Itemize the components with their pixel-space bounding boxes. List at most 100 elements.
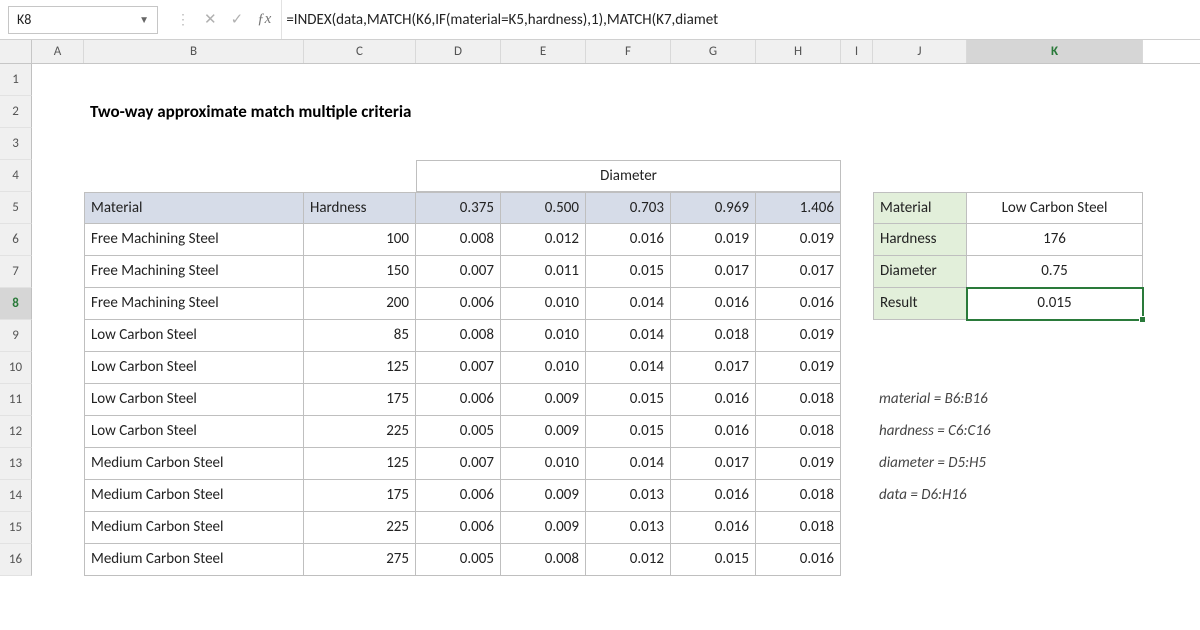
cell-I12[interactable] bbox=[841, 416, 873, 448]
cell-C10[interactable]: 125 bbox=[304, 352, 416, 384]
row-header-12[interactable]: 12 bbox=[0, 416, 32, 448]
cell-F15[interactable]: 0.013 bbox=[586, 512, 671, 544]
cell-F16[interactable]: 0.012 bbox=[586, 544, 671, 576]
cell-E13[interactable]: 0.010 bbox=[501, 448, 586, 480]
cell-K3[interactable] bbox=[967, 128, 1143, 160]
cell-C14[interactable]: 175 bbox=[304, 480, 416, 512]
cell-F9[interactable]: 0.014 bbox=[586, 320, 671, 352]
cell-E8[interactable]: 0.010 bbox=[501, 288, 586, 320]
cell-G2[interactable] bbox=[671, 96, 756, 128]
cell-F7[interactable]: 0.015 bbox=[586, 256, 671, 288]
named-range-note[interactable]: hardness = C6:C16 bbox=[873, 416, 967, 448]
cell-G1[interactable] bbox=[671, 64, 756, 96]
cell-A8[interactable] bbox=[32, 288, 84, 320]
cell-E6[interactable]: 0.012 bbox=[501, 224, 586, 256]
cell-B15[interactable]: Medium Carbon Steel bbox=[84, 512, 304, 544]
cancel-icon[interactable]: ✕ bbox=[204, 10, 217, 29]
cell-H14[interactable]: 0.018 bbox=[756, 480, 841, 512]
cell-H6[interactable]: 0.019 bbox=[756, 224, 841, 256]
cell-B5[interactable]: Material bbox=[84, 192, 304, 224]
col-header-H[interactable]: H bbox=[756, 40, 841, 63]
cell-K2[interactable] bbox=[967, 96, 1143, 128]
lookup-value-diameter[interactable]: 0.75 bbox=[967, 256, 1143, 288]
cell-C15[interactable]: 225 bbox=[304, 512, 416, 544]
cell-H7[interactable]: 0.017 bbox=[756, 256, 841, 288]
cell-D9[interactable]: 0.008 bbox=[416, 320, 501, 352]
cell-H8[interactable]: 0.016 bbox=[756, 288, 841, 320]
cell-D8[interactable]: 0.006 bbox=[416, 288, 501, 320]
cell-J16[interactable] bbox=[873, 544, 967, 576]
fx-icon[interactable]: ƒx bbox=[253, 11, 281, 28]
cell-G8[interactable]: 0.016 bbox=[671, 288, 756, 320]
cell-B7[interactable]: Free Machining Steel bbox=[84, 256, 304, 288]
cell-C9[interactable]: 85 bbox=[304, 320, 416, 352]
cell-C7[interactable]: 150 bbox=[304, 256, 416, 288]
cell-G7[interactable]: 0.017 bbox=[671, 256, 756, 288]
cell-A5[interactable] bbox=[32, 192, 84, 224]
row-header-15[interactable]: 15 bbox=[0, 512, 32, 544]
cell-B16[interactable]: Medium Carbon Steel bbox=[84, 544, 304, 576]
cell-F1[interactable] bbox=[586, 64, 671, 96]
named-range-note[interactable]: diameter = D5:H5 bbox=[873, 448, 967, 480]
cell-J4[interactable] bbox=[873, 160, 967, 192]
cell-G5[interactable]: 0.969 bbox=[671, 192, 756, 224]
cell-B8[interactable]: Free Machining Steel bbox=[84, 288, 304, 320]
cell-A10[interactable] bbox=[32, 352, 84, 384]
cell-C8[interactable]: 200 bbox=[304, 288, 416, 320]
row-header-10[interactable]: 10 bbox=[0, 352, 32, 384]
cell-H16[interactable]: 0.016 bbox=[756, 544, 841, 576]
cell-E16[interactable]: 0.008 bbox=[501, 544, 586, 576]
cell-H2[interactable] bbox=[756, 96, 841, 128]
cell-G12[interactable]: 0.016 bbox=[671, 416, 756, 448]
row-header-1[interactable]: 1 bbox=[0, 64, 32, 96]
col-header-D[interactable]: D bbox=[416, 40, 501, 63]
cell-I16[interactable] bbox=[841, 544, 873, 576]
cell-E2[interactable] bbox=[501, 96, 586, 128]
cell-B14[interactable]: Medium Carbon Steel bbox=[84, 480, 304, 512]
cell-D7[interactable]: 0.007 bbox=[416, 256, 501, 288]
cell-H13[interactable]: 0.019 bbox=[756, 448, 841, 480]
cell-C2[interactable] bbox=[304, 96, 416, 128]
cell-E7[interactable]: 0.011 bbox=[501, 256, 586, 288]
lookup-value-result[interactable]: 0.015 bbox=[967, 288, 1143, 320]
cell-E11[interactable]: 0.009 bbox=[501, 384, 586, 416]
cell-C4[interactable] bbox=[304, 160, 416, 192]
cell-G9[interactable]: 0.018 bbox=[671, 320, 756, 352]
cell-I9[interactable] bbox=[841, 320, 873, 352]
cell-I7[interactable] bbox=[841, 256, 873, 288]
row-header-7[interactable]: 7 bbox=[0, 256, 32, 288]
col-header-B[interactable]: B bbox=[84, 40, 304, 63]
col-header-K[interactable]: K bbox=[967, 40, 1143, 63]
row-header-2[interactable]: 2 bbox=[0, 96, 32, 128]
cell-E1[interactable] bbox=[501, 64, 586, 96]
cell-K13[interactable] bbox=[967, 448, 1143, 480]
cell-A7[interactable] bbox=[32, 256, 84, 288]
cell-I1[interactable] bbox=[841, 64, 873, 96]
cell-K12[interactable] bbox=[967, 416, 1143, 448]
cell-E9[interactable]: 0.010 bbox=[501, 320, 586, 352]
cell-I15[interactable] bbox=[841, 512, 873, 544]
cell-F10[interactable]: 0.014 bbox=[586, 352, 671, 384]
cell-G13[interactable]: 0.017 bbox=[671, 448, 756, 480]
cell-A1[interactable] bbox=[32, 64, 84, 96]
cell-A2[interactable] bbox=[32, 96, 84, 128]
lookup-value-material[interactable]: Low Carbon Steel bbox=[967, 192, 1143, 224]
cell-A12[interactable] bbox=[32, 416, 84, 448]
row-header-8[interactable]: 8 bbox=[0, 288, 32, 320]
name-box-dropdown-icon[interactable]: ▼ bbox=[139, 13, 149, 26]
cell-F14[interactable]: 0.013 bbox=[586, 480, 671, 512]
cell-F2[interactable] bbox=[586, 96, 671, 128]
cell-I6[interactable] bbox=[841, 224, 873, 256]
cell-K15[interactable] bbox=[967, 512, 1143, 544]
cell-C1[interactable] bbox=[304, 64, 416, 96]
cell-D13[interactable]: 0.007 bbox=[416, 448, 501, 480]
cell-E10[interactable]: 0.010 bbox=[501, 352, 586, 384]
cell-B4[interactable] bbox=[84, 160, 304, 192]
lookup-label-result[interactable]: Result bbox=[873, 288, 967, 320]
cell-E3[interactable] bbox=[501, 128, 586, 160]
select-all-corner[interactable] bbox=[0, 40, 32, 63]
cell-H3[interactable] bbox=[756, 128, 841, 160]
cell-F11[interactable]: 0.015 bbox=[586, 384, 671, 416]
cell-D5[interactable]: 0.375 bbox=[416, 192, 501, 224]
lookup-label-diameter[interactable]: Diameter bbox=[873, 256, 967, 288]
